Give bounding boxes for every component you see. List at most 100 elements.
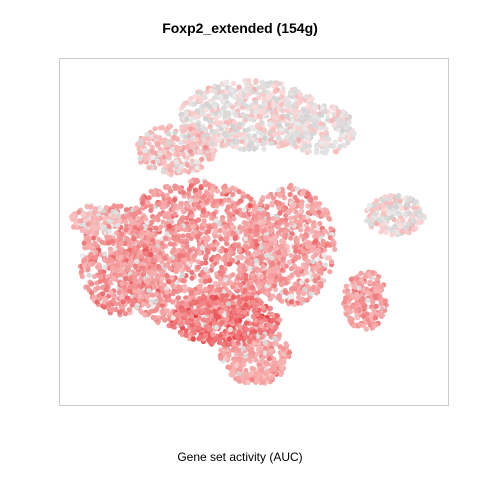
data-point — [85, 284, 90, 289]
data-point — [181, 190, 186, 195]
data-point — [80, 228, 85, 233]
data-point — [268, 274, 273, 279]
data-point — [100, 291, 105, 296]
data-point — [181, 103, 186, 108]
data-point — [82, 245, 87, 250]
data-point — [253, 109, 258, 114]
data-point — [313, 114, 318, 119]
data-point — [262, 101, 267, 106]
data-point — [386, 196, 391, 201]
data-point — [288, 236, 293, 241]
data-point — [334, 149, 339, 154]
data-point — [316, 248, 321, 253]
data-point — [213, 120, 218, 125]
data-point — [134, 305, 139, 310]
data-point — [259, 367, 264, 372]
data-point — [365, 298, 370, 303]
data-point — [265, 212, 270, 217]
data-point — [144, 251, 149, 256]
data-point — [226, 205, 231, 210]
data-point — [93, 206, 98, 211]
data-point — [203, 267, 208, 272]
data-point — [380, 313, 385, 318]
data-point — [261, 264, 266, 269]
data-point — [337, 144, 342, 149]
data-point — [305, 121, 310, 126]
data-point — [284, 135, 289, 140]
data-point — [100, 225, 105, 230]
data-point — [223, 114, 228, 119]
data-point — [196, 149, 201, 154]
data-point — [195, 290, 200, 295]
data-point — [265, 369, 270, 374]
data-point — [293, 282, 298, 287]
data-point — [305, 227, 310, 232]
data-point — [194, 321, 199, 326]
data-point — [313, 196, 318, 201]
data-point — [277, 294, 282, 299]
data-point — [271, 127, 276, 132]
data-point — [259, 274, 264, 279]
data-point — [327, 269, 332, 274]
data-point — [302, 287, 307, 292]
data-point — [344, 284, 349, 289]
data-point — [392, 224, 397, 229]
data-point — [387, 204, 392, 209]
data-point — [289, 91, 294, 96]
data-point — [80, 253, 85, 258]
data-point — [184, 111, 189, 116]
data-point — [152, 316, 157, 321]
data-point — [261, 110, 266, 115]
data-point — [299, 280, 304, 285]
data-point — [261, 219, 266, 224]
data-point — [292, 286, 297, 291]
data-point — [266, 194, 271, 199]
data-point — [399, 206, 404, 211]
data-point — [300, 147, 305, 152]
data-point — [218, 228, 223, 233]
data-point — [112, 214, 117, 219]
data-point — [143, 258, 148, 263]
data-point — [254, 371, 259, 376]
data-point — [109, 290, 114, 295]
data-point — [295, 198, 300, 203]
data-point — [271, 216, 276, 221]
data-point — [208, 124, 213, 129]
data-point — [295, 130, 300, 135]
data-point — [192, 253, 197, 258]
data-point — [254, 228, 259, 233]
data-point — [176, 295, 181, 300]
data-point — [114, 301, 119, 306]
data-point — [262, 228, 267, 233]
data-point — [265, 243, 270, 248]
data-point — [178, 224, 183, 229]
data-point — [253, 357, 258, 362]
data-point — [89, 252, 94, 257]
data-point — [119, 241, 124, 246]
data-point — [263, 346, 268, 351]
data-point — [132, 271, 137, 276]
data-point — [289, 294, 294, 299]
data-point — [209, 284, 214, 289]
data-point — [211, 211, 216, 216]
data-point — [278, 372, 283, 377]
plot-title: Foxp2_extended (154g) — [0, 20, 480, 36]
data-point — [233, 112, 238, 117]
data-point — [236, 371, 241, 376]
data-point — [97, 265, 102, 270]
data-point — [159, 276, 164, 281]
data-point — [324, 130, 329, 135]
data-point — [360, 296, 365, 301]
data-point — [120, 304, 125, 309]
data-point — [250, 366, 255, 371]
data-point — [256, 85, 261, 90]
data-point — [289, 299, 294, 304]
data-point — [248, 236, 253, 241]
data-point — [254, 258, 259, 263]
data-point — [395, 230, 400, 235]
data-point — [204, 190, 209, 195]
data-point — [328, 226, 333, 231]
data-point — [159, 281, 164, 286]
data-point — [86, 273, 91, 278]
data-point — [384, 215, 389, 220]
